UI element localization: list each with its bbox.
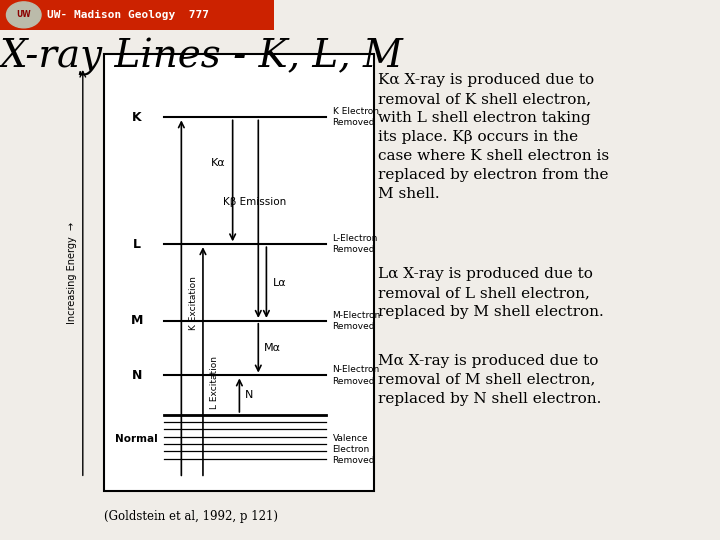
Text: L: L bbox=[132, 238, 141, 251]
Text: L Excitation: L Excitation bbox=[210, 355, 219, 409]
Text: Valence
Electron
Removed: Valence Electron Removed bbox=[333, 434, 375, 465]
Text: K Excitation: K Excitation bbox=[189, 276, 197, 330]
Text: L-Electron
Removed: L-Electron Removed bbox=[333, 234, 378, 254]
Bar bbox=[104, 54, 374, 491]
Text: M-Electron
Removed: M-Electron Removed bbox=[333, 310, 381, 331]
Text: K: K bbox=[132, 111, 142, 124]
Text: Mα X-ray is produced due to
removal of M shell electron,
replaced by N shell ele: Mα X-ray is produced due to removal of M… bbox=[378, 354, 601, 406]
Text: M: M bbox=[130, 314, 143, 327]
Text: UW: UW bbox=[17, 10, 31, 19]
Text: Kβ Emission: Kβ Emission bbox=[223, 197, 287, 207]
Text: UW- Madison Geology  777: UW- Madison Geology 777 bbox=[47, 10, 209, 20]
Text: N-Electron
Removed: N-Electron Removed bbox=[333, 366, 380, 386]
Text: Lα X-ray is produced due to
removal of L shell electron,
replaced by M shell ele: Lα X-ray is produced due to removal of L… bbox=[378, 267, 604, 319]
Text: Kα X-ray is produced due to
removal of K shell electron,
with L shell electron t: Kα X-ray is produced due to removal of K… bbox=[378, 73, 609, 200]
Text: Normal: Normal bbox=[115, 434, 158, 444]
Text: Lα: Lα bbox=[273, 278, 286, 287]
Text: X-ray Lines - K, L, M: X-ray Lines - K, L, M bbox=[0, 38, 403, 76]
Text: Kα: Kα bbox=[211, 158, 225, 168]
Text: N: N bbox=[132, 369, 142, 382]
Text: K Electron
Removed: K Electron Removed bbox=[333, 107, 379, 127]
Text: Mα: Mα bbox=[264, 343, 282, 353]
Bar bbox=[0, 0, 274, 30]
Text: N: N bbox=[246, 390, 253, 400]
Circle shape bbox=[6, 2, 41, 28]
Text: (Goldstein et al, 1992, p 121): (Goldstein et al, 1992, p 121) bbox=[104, 510, 279, 523]
Text: Increasing Energy  →: Increasing Energy → bbox=[67, 221, 77, 324]
